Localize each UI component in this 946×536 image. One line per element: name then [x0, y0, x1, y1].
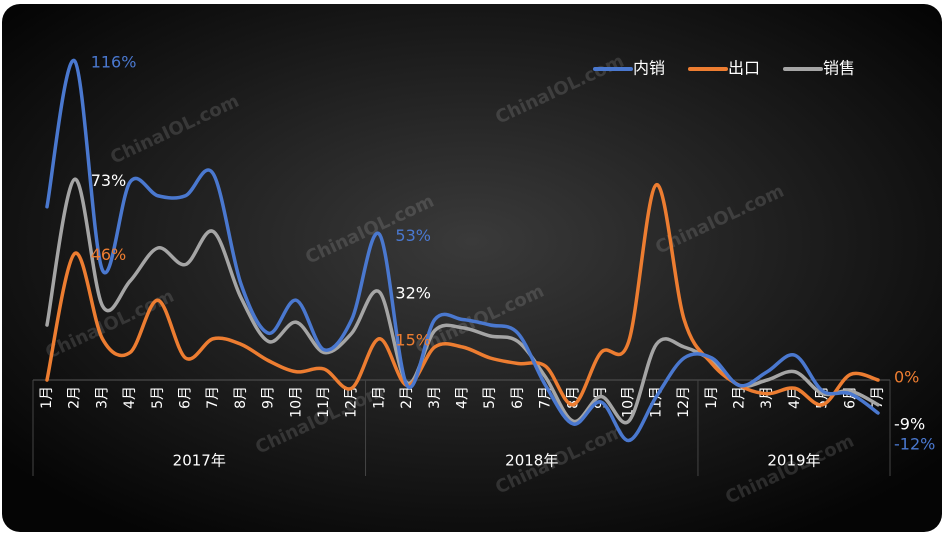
x-tick-label: 1月	[371, 386, 387, 409]
background	[2, 4, 942, 532]
x-tick-label: 1月	[39, 386, 55, 409]
group-label: 2017年	[173, 452, 226, 470]
data-label: 73%	[91, 171, 127, 190]
data-label: 15%	[395, 330, 431, 349]
x-tick-label: 5月	[482, 386, 498, 409]
data-label: 32%	[395, 284, 431, 303]
legend-label: 销售	[823, 59, 855, 78]
x-tick-label: 2月	[399, 386, 415, 409]
x-tick-label: 7月	[205, 386, 221, 409]
legend-label: 内销	[633, 59, 665, 78]
x-tick-label: 5月	[150, 386, 166, 409]
x-tick-label: 11月	[648, 386, 664, 418]
x-tick-label: 6月	[178, 386, 194, 409]
legend-label: 出口	[728, 59, 760, 78]
x-tick-label: 12月	[344, 386, 360, 418]
data-label: 53%	[395, 226, 431, 245]
x-tick-label: 11月	[316, 386, 332, 418]
x-tick-label: 10月	[288, 386, 304, 418]
data-label: 0%	[894, 368, 919, 387]
x-tick-label: 1月	[704, 386, 720, 409]
data-label: 116%	[91, 53, 137, 72]
data-label: -12%	[894, 435, 935, 454]
x-tick-label: 12月	[676, 386, 692, 418]
group-label: 2019年	[767, 452, 820, 470]
data-label: 46%	[91, 245, 127, 264]
x-tick-label: 4月	[122, 386, 138, 409]
x-tick-label: 6月	[510, 386, 526, 409]
x-tick-label: 3月	[94, 386, 110, 409]
x-tick-label: 9月	[261, 386, 277, 409]
data-label: -9%	[894, 414, 925, 433]
x-tick-label: 3月	[759, 386, 775, 409]
x-tick-label: 8月	[233, 386, 249, 409]
x-tick-label: 4月	[455, 386, 471, 409]
x-tick-label: 2月	[67, 386, 83, 409]
group-label: 2018年	[505, 452, 558, 470]
series-line	[45, 59, 880, 443]
x-tick-label: 2月	[732, 386, 748, 409]
x-tick-label: 3月	[427, 386, 443, 409]
